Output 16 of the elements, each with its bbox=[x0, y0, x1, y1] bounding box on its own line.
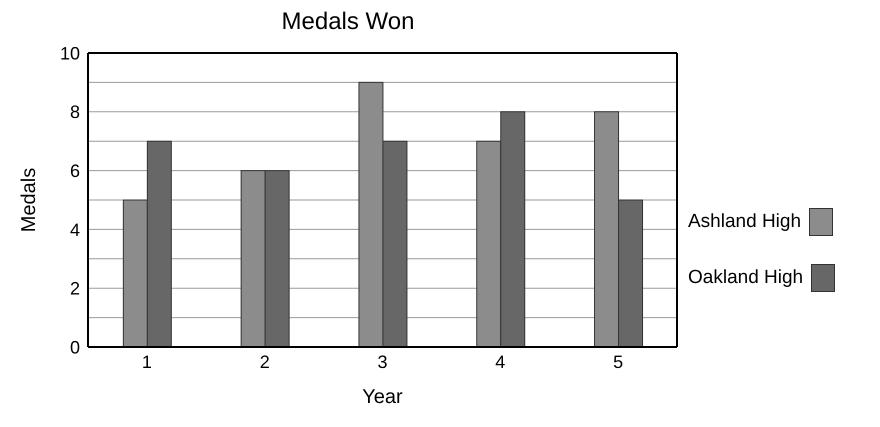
y-tick-label: 0 bbox=[70, 337, 80, 358]
y-axis-title: Medals bbox=[18, 168, 40, 232]
y-tick-label: 8 bbox=[70, 102, 80, 122]
x-tick-label: 2 bbox=[260, 352, 270, 372]
y-tick-label: 2 bbox=[70, 278, 80, 299]
y-tick-label: 6 bbox=[70, 160, 80, 181]
x-axis-title: Year bbox=[362, 386, 404, 408]
x-tick-label: 5 bbox=[613, 352, 624, 372]
x-tick-label: 1 bbox=[142, 352, 152, 372]
chart-title: Medals Won bbox=[280, 8, 416, 37]
y-tick-label: 4 bbox=[70, 220, 80, 240]
y-tick-label: 10 bbox=[60, 43, 80, 64]
x-tick-label: 3 bbox=[377, 352, 388, 372]
legend-label: Oakland High bbox=[688, 266, 804, 288]
x-tick-label: 4 bbox=[495, 352, 506, 372]
legend-label: Ashland High bbox=[688, 210, 802, 232]
